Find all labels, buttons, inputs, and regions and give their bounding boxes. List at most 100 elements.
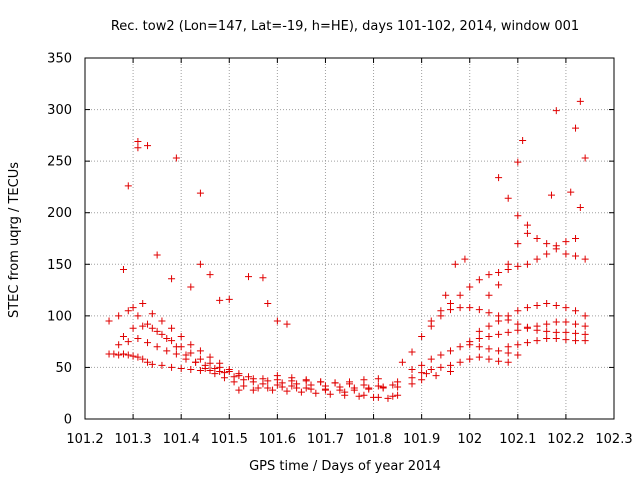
data-point bbox=[302, 384, 310, 392]
data-point bbox=[163, 335, 171, 343]
data-point bbox=[273, 317, 281, 325]
data-point bbox=[346, 378, 353, 386]
data-point bbox=[572, 329, 580, 337]
data-point bbox=[370, 393, 378, 401]
data-point bbox=[283, 387, 291, 395]
data-point bbox=[134, 312, 142, 320]
data-point bbox=[144, 339, 152, 347]
data-point bbox=[196, 355, 204, 363]
data-point bbox=[533, 322, 541, 330]
data-point bbox=[533, 235, 541, 242]
data-point bbox=[216, 359, 224, 367]
y-tick-label: 200 bbox=[47, 206, 72, 221]
data-point bbox=[110, 350, 118, 358]
data-point bbox=[504, 260, 512, 268]
data-point bbox=[153, 343, 161, 351]
x-tick-label: 101.2 bbox=[66, 432, 103, 447]
data-point bbox=[418, 376, 426, 384]
data-point bbox=[264, 377, 272, 385]
data-point bbox=[168, 363, 176, 371]
data-point bbox=[466, 338, 474, 346]
data-point bbox=[245, 373, 253, 381]
x-tick-label: 101.7 bbox=[307, 432, 344, 447]
data-point bbox=[321, 385, 329, 393]
grid-lines bbox=[85, 58, 614, 419]
data-point bbox=[514, 212, 522, 220]
data-point bbox=[235, 386, 243, 394]
x-tick-label: 101.5 bbox=[211, 432, 248, 447]
data-point bbox=[514, 351, 522, 359]
data-point bbox=[134, 144, 142, 152]
data-point bbox=[317, 378, 325, 386]
data-point bbox=[134, 138, 142, 146]
data-point bbox=[427, 355, 435, 363]
data-point bbox=[254, 384, 262, 392]
data-point bbox=[495, 330, 503, 338]
data-point bbox=[456, 358, 464, 366]
data-point bbox=[148, 310, 156, 318]
data-point bbox=[240, 376, 248, 384]
data-point bbox=[293, 384, 301, 392]
data-point bbox=[259, 375, 267, 383]
data-point bbox=[264, 299, 272, 307]
data-point bbox=[514, 341, 522, 349]
data-point bbox=[273, 372, 281, 380]
data-point bbox=[475, 276, 483, 284]
data-points bbox=[105, 97, 589, 402]
data-point bbox=[129, 324, 137, 332]
data-point bbox=[504, 312, 512, 320]
data-point bbox=[220, 374, 228, 382]
x-axis-label: GPS time / Days of year 2014 bbox=[249, 459, 441, 474]
data-point bbox=[278, 383, 286, 391]
data-point bbox=[259, 274, 267, 282]
data-point bbox=[206, 367, 214, 375]
data-point bbox=[581, 330, 589, 338]
data-point bbox=[206, 353, 214, 361]
data-point bbox=[326, 390, 334, 398]
data-point bbox=[533, 255, 541, 263]
axis-ticks: 101.2 101.3 101.4 101.5 101.6 101.7 101.8 101.9… bbox=[47, 52, 632, 448]
data-point bbox=[384, 394, 392, 402]
data-point bbox=[562, 336, 570, 344]
data-point bbox=[148, 324, 156, 332]
x-tick-label: 102 bbox=[457, 432, 482, 447]
data-point bbox=[446, 368, 454, 376]
data-point bbox=[172, 154, 180, 162]
data-point bbox=[249, 386, 257, 394]
data-point bbox=[196, 260, 204, 268]
y-axis-label: STEC from uqrg / TECUs bbox=[7, 162, 22, 318]
data-point bbox=[475, 327, 483, 335]
data-point bbox=[336, 386, 344, 394]
x-tick-label: 101.9 bbox=[403, 432, 440, 447]
data-point bbox=[533, 337, 541, 345]
data-point bbox=[264, 384, 272, 392]
data-point bbox=[552, 245, 560, 253]
data-point bbox=[495, 317, 503, 325]
data-point bbox=[124, 351, 132, 359]
data-point bbox=[552, 107, 560, 115]
data-point bbox=[115, 351, 123, 359]
data-point bbox=[360, 376, 368, 384]
data-point bbox=[504, 343, 512, 351]
y-tick-label: 250 bbox=[47, 155, 72, 170]
data-point bbox=[581, 255, 589, 263]
data-point bbox=[523, 339, 531, 347]
data-point bbox=[552, 318, 560, 326]
data-point bbox=[331, 379, 339, 387]
data-point bbox=[427, 317, 435, 325]
data-point bbox=[562, 238, 570, 246]
data-point bbox=[572, 235, 580, 242]
data-point bbox=[389, 381, 397, 389]
data-point bbox=[360, 391, 368, 399]
data-point bbox=[504, 328, 512, 336]
data-point bbox=[201, 364, 209, 372]
data-point bbox=[495, 269, 503, 277]
data-point bbox=[572, 337, 580, 345]
data-point bbox=[504, 194, 512, 202]
x-tick-label: 101.3 bbox=[114, 432, 151, 447]
data-point bbox=[543, 240, 551, 248]
data-point bbox=[466, 304, 474, 312]
data-point bbox=[572, 307, 580, 315]
x-tick-label: 101.4 bbox=[163, 432, 200, 447]
data-point bbox=[543, 335, 551, 343]
